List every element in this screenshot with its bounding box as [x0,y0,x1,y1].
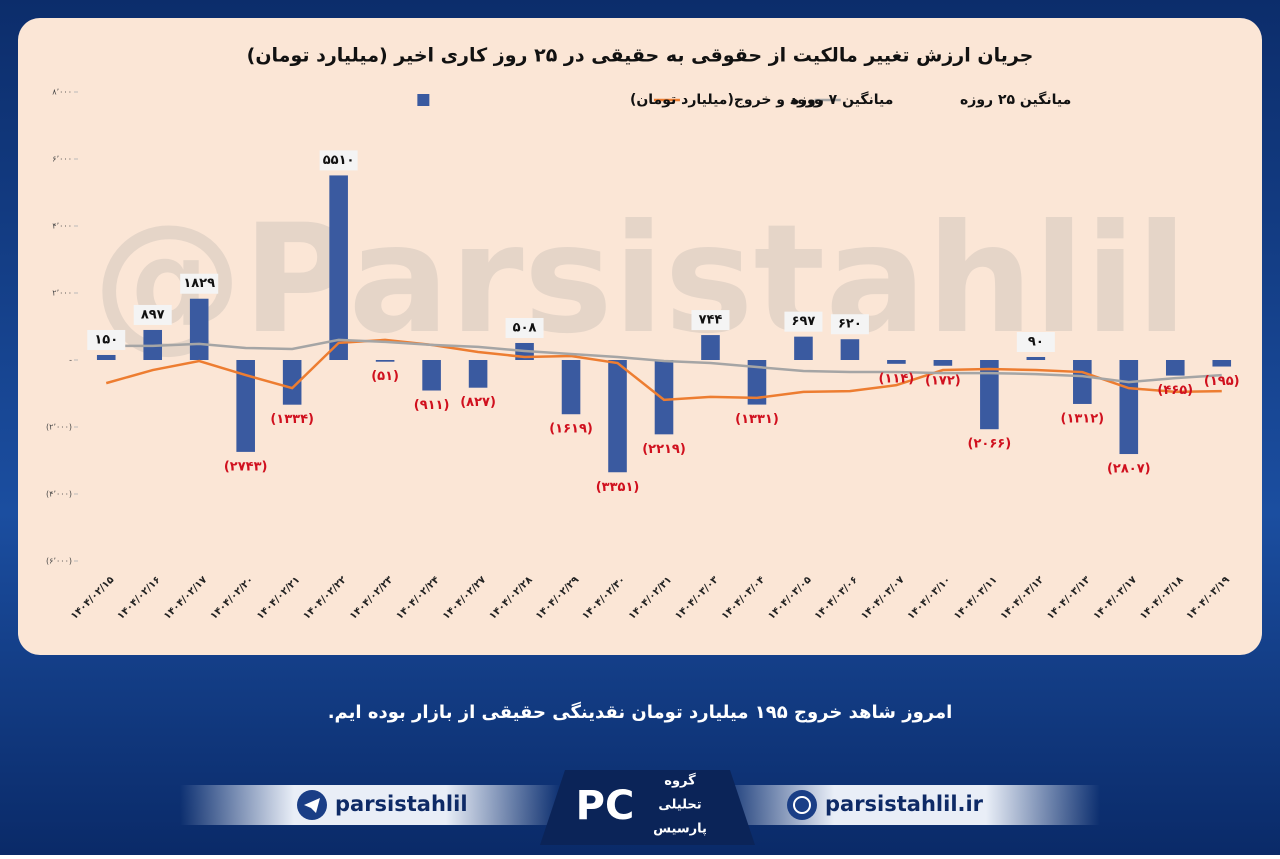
data-label: (۱۷۲) [925,373,961,388]
label-box [784,311,823,332]
data-label: ۷۴۴ [699,313,723,328]
y-tick-label: ۴٬۰۰۰ [52,222,72,231]
y-tick-label: (۴٬۰۰۰) [46,490,72,499]
label-box [180,273,219,294]
data-label: (۸۲۷) [460,395,496,410]
bar [422,360,441,391]
data-label: ۱۵۰ [94,332,118,347]
data-label: (۳۳۵۱) [596,480,640,495]
label-box [830,314,869,335]
bar [840,339,860,360]
y-tick-label: (۶٬۰۰۰) [46,557,72,566]
data-label: (۱۳۳۱) [735,412,779,427]
bar [701,335,720,360]
y-tick-label: ۸٬۰۰۰ [52,88,72,97]
bar [794,336,813,360]
bar [468,360,488,388]
bar [561,360,581,415]
label-box [319,150,358,171]
data-label: ۱۸۲۹ [183,276,215,291]
y-tick-label: ۶٬۰۰۰ [52,155,72,164]
logo-text: تحلیلی [658,798,701,813]
data-label: (۱۱۴) [879,371,915,386]
bar [329,175,348,360]
logo-mark: PC [576,783,635,829]
data-label: ۵۵۱۰ [323,153,355,168]
data-label: (۴۶۵) [1157,383,1193,398]
data-label: (۱۹۵) [1204,374,1240,389]
chart-title: جریان ارزش تغییر مالکیت از حقوقی به حقیق… [247,45,1034,67]
data-label: (۲۷۴۳) [224,459,268,474]
website: parsistahlil.ir [825,792,984,816]
data-label: ۸۹۷ [141,307,165,322]
bar [282,360,302,405]
label-box [1016,331,1055,352]
watermark: @Parsistahlil [92,193,1187,367]
data-label: (۱۳۳۴) [270,412,314,427]
data-label: ۵۰۸ [513,320,537,335]
label-box [133,304,172,325]
bar [189,298,209,360]
line [105,338,1222,402]
bar [1119,360,1139,455]
web-icon [793,796,811,814]
bar [608,360,627,473]
legend-label: میانگین ۷ روزه [791,91,894,108]
data-label: (۲۲۱۹) [642,442,686,457]
y-tick-label: ۲٬۰۰۰ [52,289,72,298]
data-label: ۶۹۷ [792,314,816,329]
bar [236,360,255,452]
bar [1073,360,1092,404]
logo-plate [540,770,755,845]
logo-text: پارسیس [653,822,707,837]
bar [375,360,395,362]
bar [933,360,953,366]
bar [1165,360,1185,376]
data-label: (۹۱۱) [414,398,450,413]
line [106,338,1222,384]
footer-pill [720,785,1100,825]
bar [980,360,999,430]
legend-label: میانگین ۲۵ روزه [960,91,1071,108]
label-box [87,329,126,350]
legend-label: ورود و خروج(میلیارد تومان) [630,92,823,108]
data-label: ۹۰ [1028,334,1044,349]
web-icon [787,790,817,820]
legend-swatch [417,94,430,106]
bar [654,360,674,435]
logo-text: گروه [664,773,696,789]
data-label: (۵۱) [371,369,399,384]
bar [1212,360,1232,367]
data-label: (۱۶۱۹) [549,422,593,437]
data-label: (۲۰۶۶) [968,437,1012,452]
bar [1026,356,1046,360]
footer-pill [180,785,560,825]
bar [887,360,906,364]
label-box [691,310,730,331]
data-label: ۶۲۰ [838,317,862,332]
bar [747,360,767,405]
data-label: (۱۳۱۲) [1061,411,1105,426]
data-label: (۲۸۰۷) [1107,462,1151,477]
y-tick-label: - [69,356,72,365]
summary: امروز شاهد خروج ۱۹۵ میلیارد تومان نقدینگ… [328,701,953,723]
y-tick-label: (۲٬۰۰۰) [46,423,72,432]
telegram-icon [304,798,320,813]
telegram-handle: parsistahlil [335,792,468,816]
label-box [505,317,544,338]
chart-panel [18,18,1262,655]
bar [96,354,116,360]
